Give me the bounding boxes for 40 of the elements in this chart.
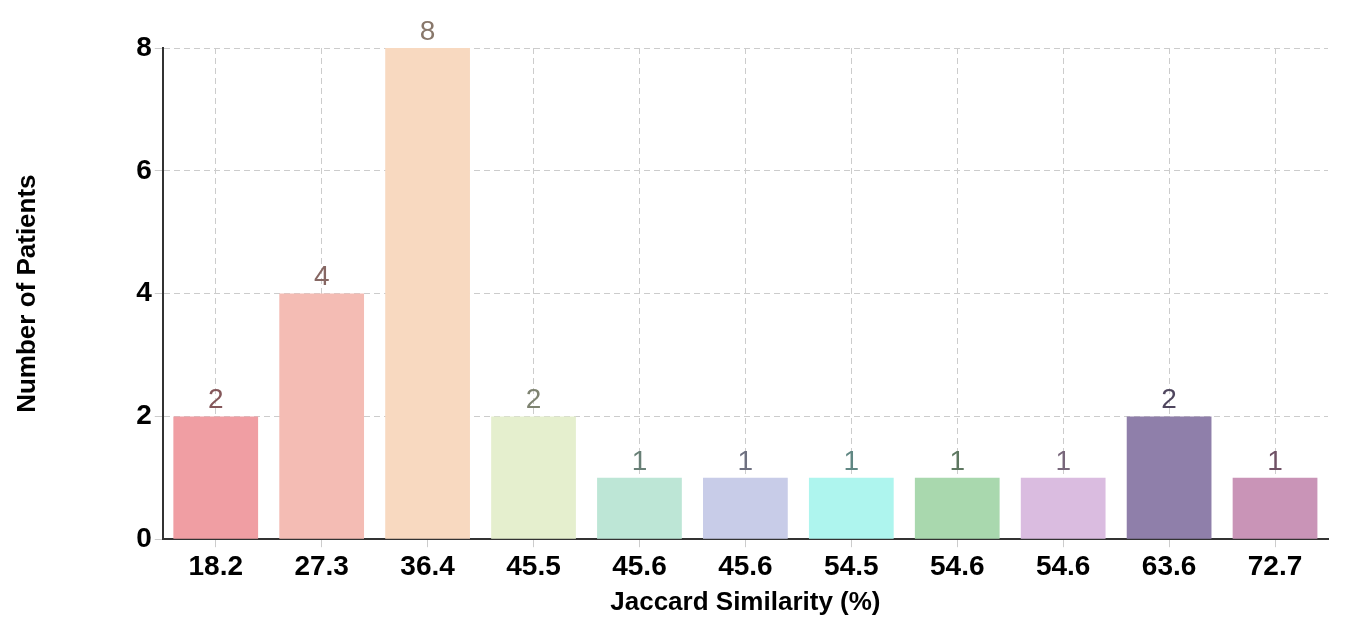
data-label: 2 xyxy=(525,383,542,415)
data-label: 1 xyxy=(949,444,966,476)
data-label: 1 xyxy=(631,444,648,476)
bar xyxy=(597,477,682,539)
x-tick-label: 45.6 xyxy=(718,549,773,581)
bar xyxy=(1232,477,1318,539)
x-tick-label: 27.3 xyxy=(294,549,349,581)
bar xyxy=(914,477,1000,539)
x-tick-label: 72.7 xyxy=(1247,549,1303,581)
bar xyxy=(703,477,788,539)
y-tick-label: 8 xyxy=(136,30,152,62)
bar xyxy=(1020,477,1106,539)
data-label: 2 xyxy=(207,383,224,415)
data-label: 8 xyxy=(419,14,436,46)
bar xyxy=(491,416,576,539)
data-label: 1 xyxy=(1267,444,1283,476)
x-tick-label: 54.6 xyxy=(1035,549,1091,581)
data-label: 1 xyxy=(843,444,860,476)
x-axis-title: Jaccard Similarity (%) xyxy=(610,585,881,616)
bar xyxy=(1126,416,1212,539)
y-tick-label: 4 xyxy=(136,276,153,308)
data-label: 1 xyxy=(737,444,754,476)
bar xyxy=(279,293,365,539)
x-tick-label: 54.5 xyxy=(824,549,879,581)
y-tick-label: 0 xyxy=(136,521,152,553)
y-tick-label: 2 xyxy=(136,399,152,431)
x-tick-label: 63.6 xyxy=(1141,549,1197,581)
y-axis-title: Number of Patients xyxy=(10,174,41,413)
x-tick-label: 18.2 xyxy=(188,549,243,581)
bar xyxy=(173,416,259,539)
bar xyxy=(385,48,470,539)
data-label: 1 xyxy=(1055,444,1071,476)
x-tick-label: 45.5 xyxy=(506,549,561,581)
bar xyxy=(808,477,894,539)
y-tick-label: 6 xyxy=(136,153,152,185)
x-tick-label: 36.4 xyxy=(400,549,456,581)
x-tick-label: 45.6 xyxy=(612,549,667,581)
data-label: 2 xyxy=(1161,383,1177,415)
x-tick-label: 54.6 xyxy=(930,549,985,581)
data-label: 4 xyxy=(313,260,330,292)
